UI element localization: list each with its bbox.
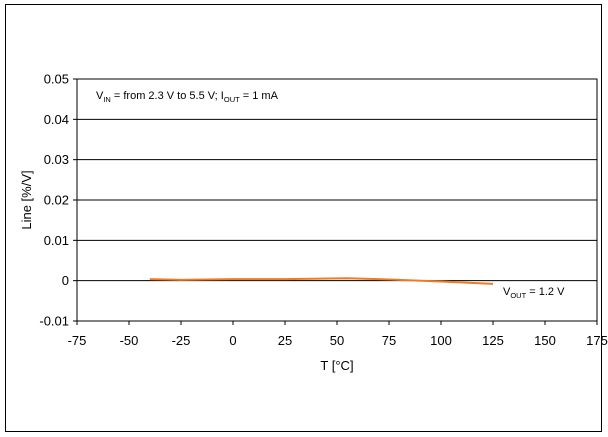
x-tick-label: 25 <box>278 333 292 348</box>
x-tick-label: -25 <box>172 333 191 348</box>
y-tick-label: 0.05 <box>44 72 69 87</box>
x-tick-label: 0 <box>229 333 236 348</box>
y-axis-ticks: -0.01 0 0.01 0.02 0.03 0.04 0.05 <box>39 72 77 329</box>
y-tick-label: -0.01 <box>39 314 69 329</box>
y-tick-label: 0 <box>62 273 69 288</box>
x-axis-ticks: -75 -50 -25 0 25 50 75 100 125 150 175 <box>68 321 608 348</box>
conditions-annotation: VIN = from 2.3 V to 5.5 V; IOUT = 1 mA <box>96 90 279 104</box>
x-tick-label: 150 <box>534 333 556 348</box>
series-line-0 <box>149 277 494 285</box>
chart-frame <box>5 4 602 432</box>
y-tick-label: 0.01 <box>44 233 69 248</box>
x-axis-title: T [°C] <box>320 358 353 373</box>
y-tick-label: 0.02 <box>44 193 69 208</box>
series-layer <box>149 277 494 285</box>
gridlines <box>77 78 597 322</box>
x-tick-label: 100 <box>430 333 452 348</box>
x-tick-label: 175 <box>586 333 608 348</box>
x-tick-label: -75 <box>68 333 87 348</box>
y-tick-label: 0.03 <box>44 152 69 167</box>
x-tick-label: 50 <box>330 333 344 348</box>
x-tick-label: 125 <box>482 333 504 348</box>
y-tick-label: 0.04 <box>44 112 69 127</box>
vout-annotation: VOUT = 1.2 V <box>503 286 565 300</box>
x-tick-label: -50 <box>120 333 139 348</box>
x-tick-label: 75 <box>382 333 396 348</box>
y-axis-title: Line [%/V] <box>19 170 34 229</box>
